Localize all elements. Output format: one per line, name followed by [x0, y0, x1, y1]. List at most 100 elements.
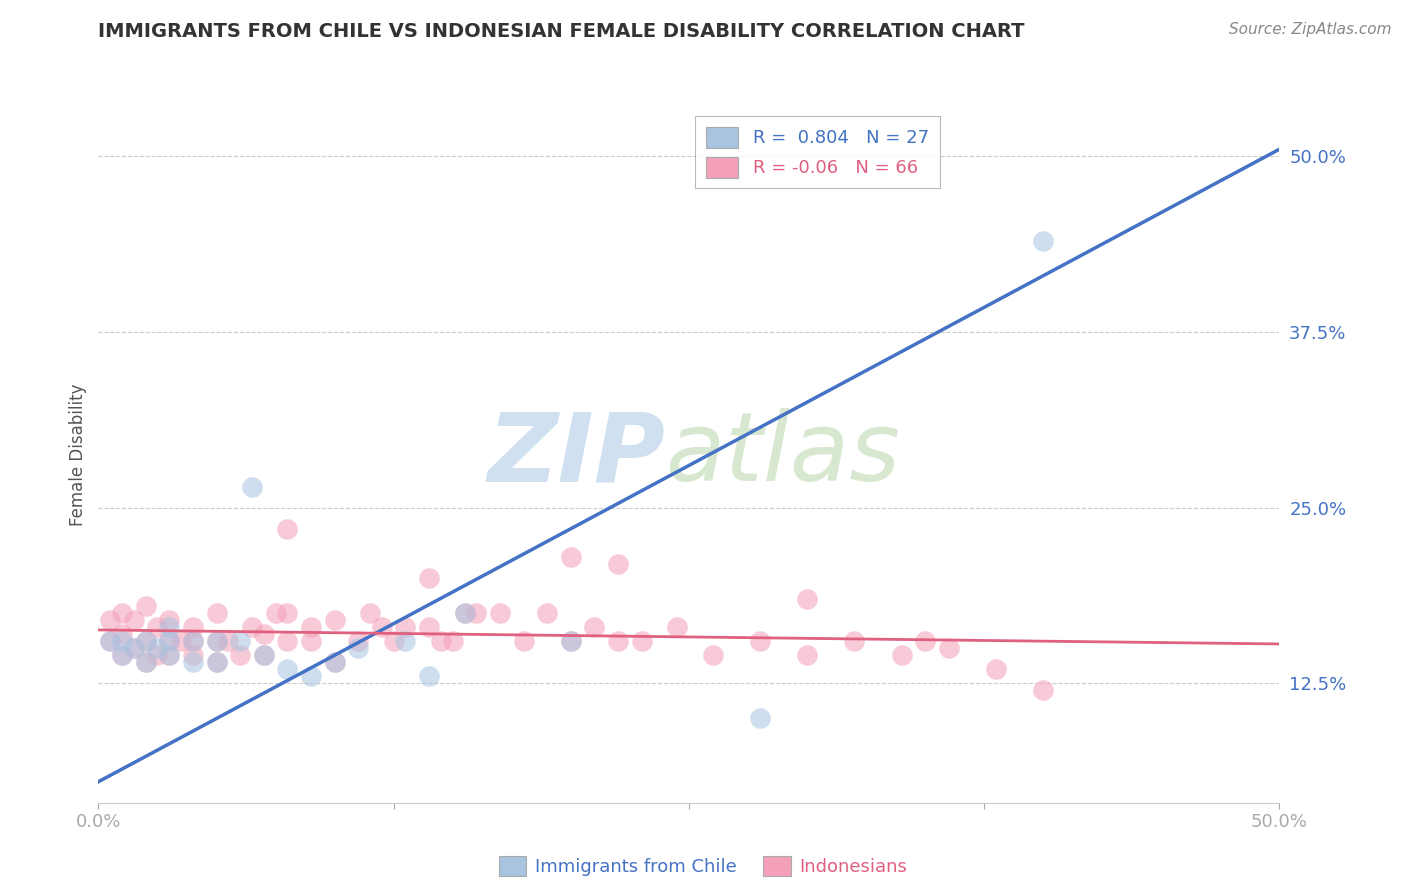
Point: [323, 655, 346, 669]
Point: [122, 641, 145, 656]
Point: [264, 606, 287, 620]
Point: [181, 634, 204, 648]
Point: [181, 634, 204, 648]
Point: [111, 634, 134, 648]
Point: [122, 613, 145, 627]
Point: [1032, 683, 1054, 698]
Point: [122, 641, 145, 656]
Point: [382, 634, 405, 648]
Point: [253, 627, 276, 641]
Point: [607, 557, 630, 571]
Point: [702, 648, 724, 663]
Point: [465, 606, 488, 620]
Point: [914, 634, 936, 648]
Point: [299, 669, 322, 683]
Point: [181, 655, 204, 669]
Point: [394, 634, 416, 648]
Point: [205, 634, 228, 648]
Point: [146, 648, 169, 663]
Point: [181, 648, 204, 663]
Text: IMMIGRANTS FROM CHILE VS INDONESIAN FEMALE DISABILITY CORRELATION CHART: IMMIGRANTS FROM CHILE VS INDONESIAN FEMA…: [98, 22, 1025, 41]
Point: [135, 655, 157, 669]
Point: [371, 620, 394, 634]
Y-axis label: Female Disability: Female Disability: [69, 384, 87, 526]
Point: [441, 634, 464, 648]
Point: [1032, 234, 1054, 248]
Point: [111, 648, 134, 663]
Point: [844, 634, 866, 648]
Point: [253, 648, 276, 663]
Point: [98, 613, 121, 627]
Point: [157, 613, 180, 627]
Point: [205, 606, 228, 620]
Point: [323, 613, 346, 627]
Point: [170, 634, 193, 648]
Point: [157, 648, 180, 663]
Legend: Immigrants from Chile, Indonesians: Immigrants from Chile, Indonesians: [491, 848, 915, 883]
Point: [560, 634, 582, 648]
Point: [560, 549, 582, 564]
Point: [98, 634, 121, 648]
Point: [453, 606, 475, 620]
Point: [418, 620, 440, 634]
Point: [394, 620, 416, 634]
Point: [748, 634, 770, 648]
Point: [157, 634, 180, 648]
Point: [135, 599, 157, 613]
Point: [181, 620, 204, 634]
Point: [299, 634, 322, 648]
Text: Source: ZipAtlas.com: Source: ZipAtlas.com: [1229, 22, 1392, 37]
Point: [347, 641, 370, 656]
Point: [111, 648, 134, 663]
Text: ZIP: ZIP: [488, 409, 665, 501]
Point: [607, 634, 630, 648]
Point: [938, 641, 960, 656]
Point: [323, 655, 346, 669]
Point: [536, 606, 558, 620]
Legend: R =  0.804   N = 27, R = -0.06   N = 66: R = 0.804 N = 27, R = -0.06 N = 66: [695, 116, 939, 188]
Point: [276, 606, 298, 620]
Point: [453, 606, 475, 620]
Point: [359, 606, 381, 620]
Point: [135, 655, 157, 669]
Point: [240, 620, 263, 634]
Point: [135, 634, 157, 648]
Point: [157, 648, 180, 663]
Point: [205, 655, 228, 669]
Point: [205, 655, 228, 669]
Point: [240, 479, 263, 493]
Point: [217, 634, 239, 648]
Point: [135, 634, 157, 648]
Point: [146, 620, 169, 634]
Point: [205, 634, 228, 648]
Point: [276, 634, 298, 648]
Point: [796, 648, 818, 663]
Point: [253, 648, 276, 663]
Point: [299, 620, 322, 634]
Point: [276, 662, 298, 676]
Point: [796, 592, 818, 607]
Point: [984, 662, 1007, 676]
Point: [560, 634, 582, 648]
Point: [430, 634, 453, 648]
Point: [229, 634, 252, 648]
Point: [418, 669, 440, 683]
Point: [666, 620, 689, 634]
Point: [276, 522, 298, 536]
Point: [347, 634, 370, 648]
Text: atlas: atlas: [665, 409, 900, 501]
Point: [229, 648, 252, 663]
Point: [489, 606, 512, 620]
Point: [111, 606, 134, 620]
Point: [630, 634, 652, 648]
Point: [583, 620, 606, 634]
Point: [157, 620, 180, 634]
Point: [98, 634, 121, 648]
Point: [111, 627, 134, 641]
Point: [890, 648, 912, 663]
Point: [512, 634, 534, 648]
Point: [146, 641, 169, 656]
Point: [748, 711, 770, 725]
Point: [157, 634, 180, 648]
Point: [418, 571, 440, 585]
